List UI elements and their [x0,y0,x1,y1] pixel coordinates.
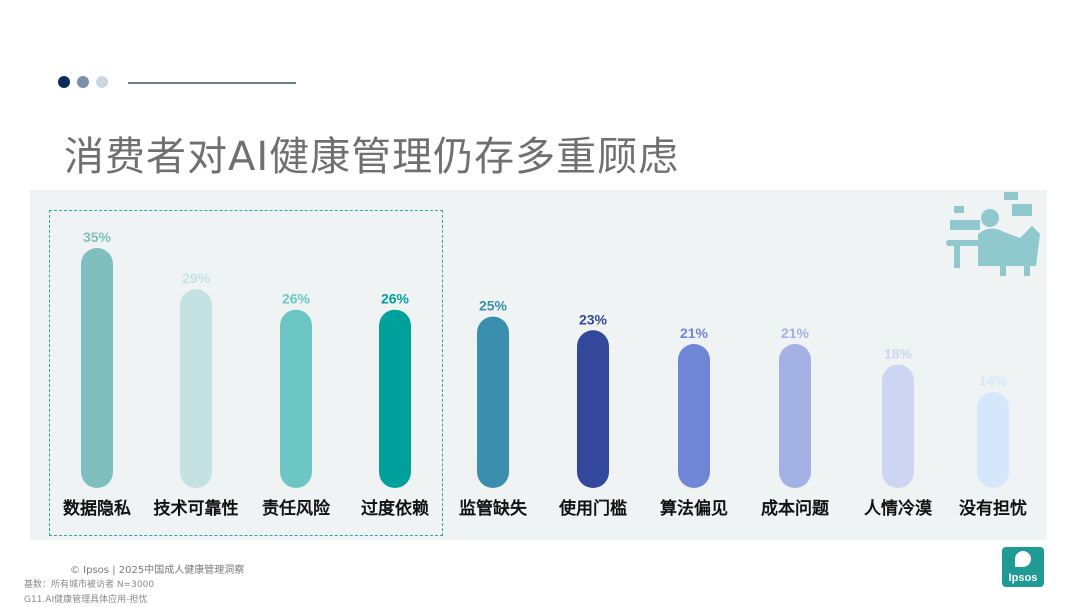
value-label-5: 25% [479,298,508,314]
bar-8 [779,344,811,488]
category-label-3: 责任风险 [262,498,331,519]
value-label-7: 21% [680,325,709,341]
value-label-3: 26% [282,291,311,307]
value-label-4: 26% [381,291,410,307]
decor-line [128,82,296,84]
footer-copyright: © Ipsos | 2025中国成人健康管理洞察 [70,565,245,576]
footer-question: G11.AI健康管理具体应用-担忧 [24,595,148,605]
category-label-10: 没有担忧 [959,498,1027,519]
bar-10 [977,392,1009,488]
category-label-2: 技术可靠性 [154,498,239,519]
person-at-desk-icon [946,192,1040,276]
category-label-5: 监管缺失 [459,498,528,519]
highlight-box [49,210,443,536]
ipsos-logo: Ipsos [1002,547,1044,587]
bar-7 [678,344,710,488]
bar-4 [379,309,411,488]
bar-2 [180,289,212,488]
category-label-8: 成本问题 [761,498,830,519]
value-label-1: 35% [83,229,112,245]
category-label-9: 人情冷漠 [864,498,933,519]
logo-mark [1015,551,1031,567]
bar-3 [280,309,312,488]
decor-dot-2 [77,76,89,88]
value-label-8: 21% [781,325,810,341]
category-label-6: 使用门槛 [558,498,627,519]
category-label-7: 算法偏见 [659,498,728,519]
logo-text: Ipsos [1008,572,1038,584]
category-label-1: 数据隐私 [63,498,131,519]
decor-dot-3 [96,76,108,88]
value-label-10: 14% [979,373,1008,389]
footer-base: 基数：所有城市被访者 N=3000 [24,580,155,590]
value-label-6: 23% [579,311,608,327]
bar-5 [477,316,509,488]
decor-dot-1 [58,76,70,88]
bar-1 [81,248,113,488]
value-label-2: 29% [182,270,211,286]
value-label-9: 18% [884,346,913,362]
bar-9 [882,364,914,488]
page-title: 消费者对AI健康管理仍存多重顾虑 [64,134,680,180]
category-label-4: 过度依赖 [361,498,429,519]
bar-6 [577,330,609,488]
